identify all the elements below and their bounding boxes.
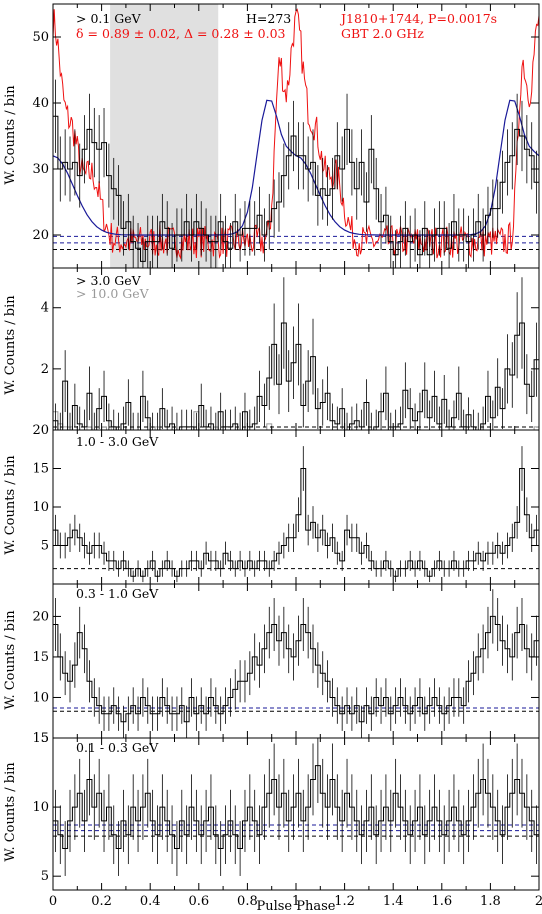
x-tick-label: 1 — [292, 894, 300, 909]
x-tick-label: 0.4 — [140, 894, 161, 909]
y-tick-label: 15 — [32, 650, 49, 665]
gamma-ray-histogram — [53, 322, 539, 431]
fit-label: δ = 0.89 ± 0.02, Δ = 0.28 ± 0.03 — [76, 26, 286, 41]
x-tick-label: 2 — [535, 894, 542, 909]
gamma-ray-histogram — [53, 765, 539, 849]
panel-above-0.1gev: 20 30 40 50 — [32, 3, 540, 269]
xlabel: Pulse Phase — [256, 899, 335, 914]
panel-0.3-1gev: 5 10 15 20 — [32, 583, 540, 746]
x-tick-label: 0.2 — [91, 894, 112, 909]
y-tick-label: 4 — [41, 301, 49, 316]
y-tick-label: 5 — [41, 869, 49, 884]
y-tick-label: 10 — [32, 690, 49, 705]
energy-label-p3: 0.3 - 1.0 GeV — [76, 586, 159, 601]
y-tick-label: 2 — [41, 362, 49, 377]
y-tick-label: 5 — [41, 731, 49, 746]
x-tick-label: 1.4 — [383, 894, 404, 909]
gamma-ray-histogram — [53, 615, 539, 723]
panel-1-3gev: 5 10 15 20 — [32, 423, 540, 585]
ylabel-p4: W. Counts / bin — [3, 762, 18, 862]
ylabel-p3: W. Counts / bin — [3, 610, 18, 710]
ylabel-p1: W. Counts / bin — [3, 295, 18, 395]
y-tick-label: 15 — [32, 462, 49, 477]
x-tick-label: 0 — [49, 894, 57, 909]
pulsar-label: J1810+1744, P=0.0017s — [339, 11, 497, 26]
x-tick-label: 0.8 — [237, 894, 258, 909]
y-tick-label: 10 — [32, 800, 49, 815]
energy-label-p0: > 0.1 GeV — [76, 11, 142, 26]
x-tick-label: 0.6 — [188, 894, 209, 909]
x-tick-label: 1.2 — [334, 894, 355, 909]
y-tick-label: 40 — [32, 96, 49, 111]
y-tick-label: 30 — [32, 162, 49, 177]
y-tick-label: 20 — [32, 609, 49, 624]
y-tick-label: 5 — [41, 539, 49, 554]
radio-label: GBT 2.0 GHz — [341, 26, 424, 41]
x-tick-label: 1.8 — [480, 894, 501, 909]
h-test-label: H=273 — [246, 11, 291, 26]
y-tick-label: 20 — [32, 228, 49, 243]
panel-0.1-0.3gev: 5 10 15 0 0.2 0.4 0.6 0.8 1 1.2 1.4 1.6 1.8 2 — [32, 731, 542, 909]
energy-label-p2: 1.0 - 3.0 GeV — [76, 434, 159, 449]
y-tick-label: 10 — [32, 500, 49, 515]
ylabel-p2: W. Counts / bin — [3, 455, 18, 555]
panel-frame — [52, 737, 540, 891]
x-tick-label: 1.6 — [431, 894, 452, 909]
gamma-ray-histogram — [53, 468, 539, 577]
energy-label-p1-10gev: > 10.0 GeV — [76, 286, 150, 301]
energy-label-p1: > 3.0 GeV — [76, 273, 142, 288]
gamma-ray-histogram — [53, 115, 539, 262]
ylabel-p0: W. Counts / bin — [3, 85, 18, 185]
y-tick-label: 20 — [32, 423, 49, 438]
y-tick-label: 50 — [32, 30, 49, 45]
y-tick-label: 15 — [32, 731, 49, 746]
energy-label-p4: 0.1 - 0.3 GeV — [76, 740, 159, 755]
